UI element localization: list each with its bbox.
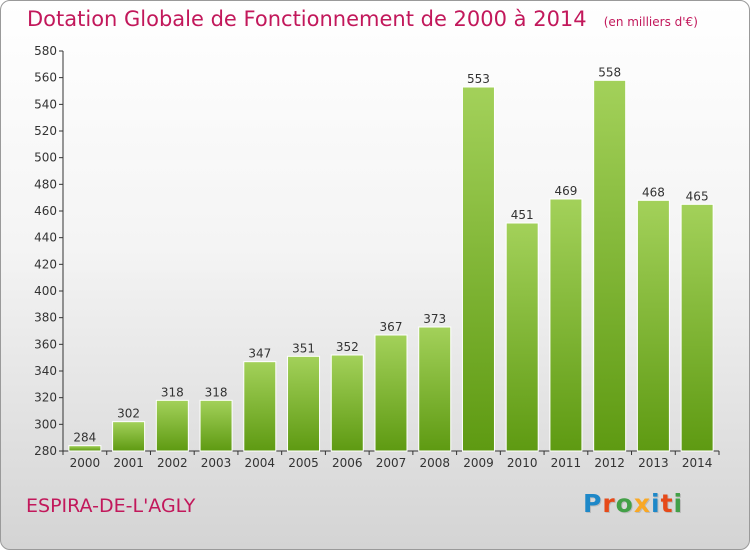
y-tick-label: 380: [34, 311, 57, 325]
x-tick-label: 2008: [419, 456, 450, 470]
commune-name: ESPIRA-DE-L'AGLY: [26, 495, 196, 517]
x-tick-label: 2013: [638, 456, 669, 470]
bar-value-label: 351: [292, 341, 315, 355]
x-tick-label: 2007: [376, 456, 407, 470]
y-tick-label: 320: [34, 391, 57, 405]
bar: [112, 421, 146, 452]
y-tick-label: 360: [34, 337, 57, 351]
y-tick-label: 580: [34, 44, 57, 58]
x-tick-label: 2011: [551, 456, 582, 470]
bar-value-label: 284: [73, 431, 96, 445]
bar: [68, 445, 102, 452]
x-tick-label: 2003: [201, 456, 232, 470]
y-tick-label: 440: [34, 231, 57, 245]
x-tick-label: 2002: [157, 456, 188, 470]
bar: [330, 354, 364, 452]
y-tick-label: 480: [34, 177, 57, 191]
y-tick-label: 500: [34, 151, 57, 165]
bars: [68, 79, 714, 452]
bar-value-label: 367: [380, 320, 403, 334]
bar: [680, 203, 714, 452]
bar-value-label: 373: [423, 312, 446, 326]
x-tick-label: 2012: [594, 456, 625, 470]
y-tick-label: 540: [34, 97, 57, 111]
y-tick-label: 420: [34, 257, 57, 271]
x-tick-label: 2000: [70, 456, 101, 470]
bar: [636, 199, 670, 452]
bar-value-label: 469: [554, 184, 577, 198]
y-tick-label: 300: [34, 417, 57, 431]
bar: [505, 222, 539, 452]
x-tick-label: 2005: [288, 456, 319, 470]
y-tick-label: 280: [34, 444, 57, 458]
bar: [593, 79, 627, 452]
bar-value-label: 553: [467, 72, 490, 86]
x-tick-label: 2004: [245, 456, 276, 470]
bar: [199, 399, 233, 452]
y-tick-label: 400: [34, 284, 57, 298]
bar-value-label: 302: [117, 407, 140, 421]
y-tick-label: 520: [34, 124, 57, 138]
x-tick-label: 2010: [507, 456, 538, 470]
bar: [461, 86, 495, 452]
bar: [374, 334, 408, 452]
bar: [155, 399, 189, 452]
bar-value-label: 352: [336, 340, 359, 354]
x-axis: 2000 2001 2002 2003 2004 2005 2006 2007 2008 2009…: [62, 450, 720, 470]
bar: [287, 355, 321, 452]
bar-value-label: 318: [161, 385, 184, 399]
y-tick-label: 460: [34, 204, 57, 218]
bar-value-label: 451: [511, 208, 534, 222]
y-axis: 280 300 320 340 360 380 400 420 440 460 480 500 520 5…: [34, 44, 64, 458]
x-tick-label: 2001: [113, 456, 144, 470]
bar: [549, 198, 583, 452]
x-tick-label: 2014: [682, 456, 713, 470]
bar: [243, 361, 277, 452]
bar-value-label: 465: [686, 189, 709, 203]
bar: [418, 326, 452, 452]
chart-unit-note: (en milliers d'€): [603, 15, 698, 29]
chart-title: Dotation Globale de Fonctionnement de 20…: [27, 7, 587, 31]
x-tick-label: 2009: [463, 456, 494, 470]
y-tick-label: 560: [34, 71, 57, 85]
y-tick-label: 340: [34, 364, 57, 378]
bar-value-label: 318: [205, 385, 228, 399]
bar-value-label: 468: [642, 185, 665, 199]
x-tick-label: 2006: [332, 456, 363, 470]
title-row: Dotation Globale de Fonctionnement de 20…: [27, 7, 698, 31]
data-labels: 284 302 318 318 347 351 352 367 373 553 451 469 558 4…: [73, 65, 708, 444]
bar-value-label: 558: [598, 65, 621, 79]
proxiti-logo: Proxiti: [583, 489, 684, 518]
bar-value-label: 347: [248, 347, 271, 361]
